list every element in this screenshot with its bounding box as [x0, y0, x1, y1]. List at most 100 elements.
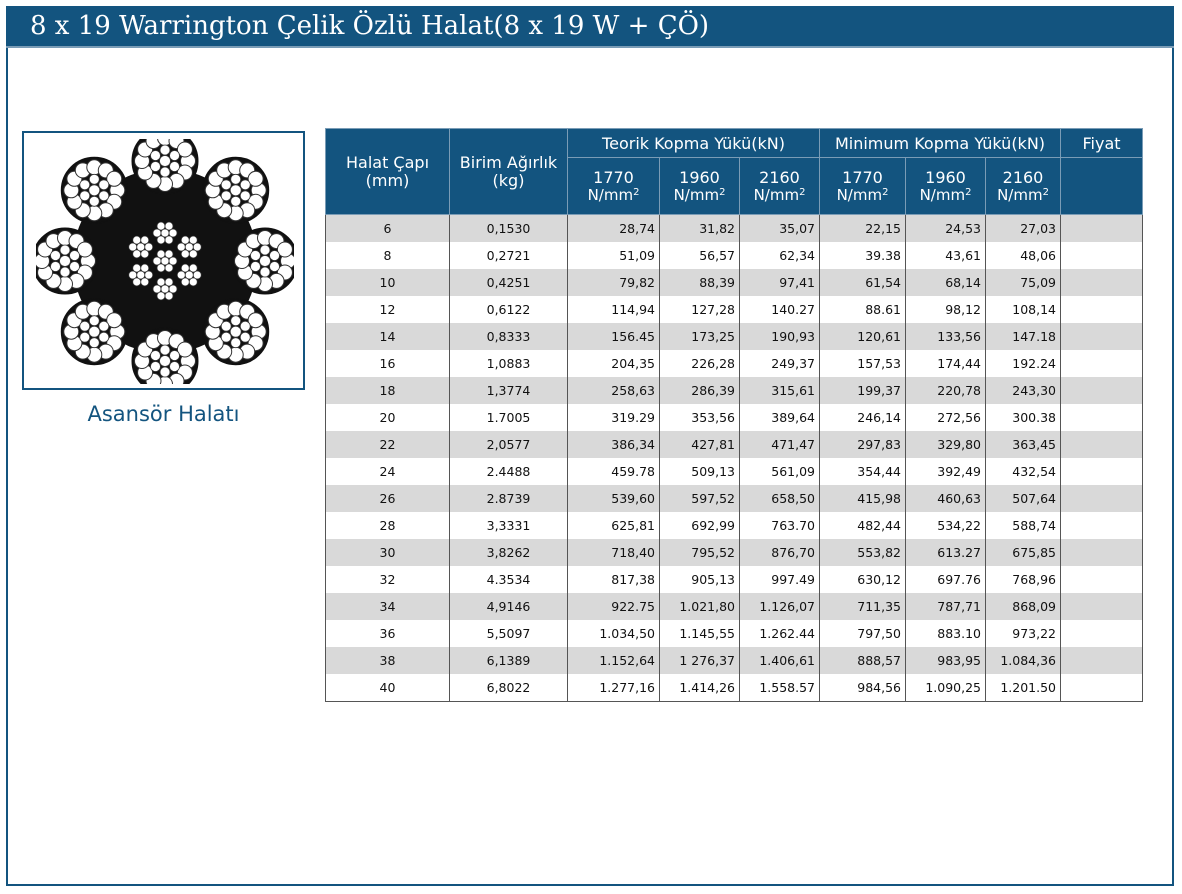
header-price: Fiyat	[1060, 128, 1143, 158]
wire-circle	[269, 250, 280, 261]
table-row: 18 1,3774 258,63 286,39 315,61 199,37 220,78 24…	[325, 377, 1143, 404]
grade-value: 1960	[679, 167, 720, 187]
table-cell: 108,14	[985, 296, 1061, 323]
table-cell	[1060, 539, 1143, 566]
grade-value: 1770	[842, 167, 883, 187]
table-cell: 10	[325, 269, 450, 296]
table-cell: 0,4251	[449, 269, 568, 296]
table-cell: 35,07	[739, 214, 820, 242]
wire-circle	[259, 244, 271, 256]
wire-circle	[259, 266, 271, 278]
table-cell: 114,94	[567, 296, 660, 323]
wire-circle	[276, 241, 293, 258]
table-cell: 905,13	[659, 566, 740, 593]
wire-circle	[50, 261, 61, 272]
table-cell: 1.414,26	[659, 674, 740, 702]
table-cell: 553,82	[819, 539, 906, 566]
grade-unit: N/mm2	[587, 185, 640, 204]
header-diameter: Halat Çapı (mm)	[325, 128, 450, 215]
table-cell: 1.145,55	[659, 620, 740, 647]
table-cell: 534,22	[905, 512, 986, 539]
table-cell: 692,99	[659, 512, 740, 539]
table-cell: 14	[325, 323, 450, 350]
wire-circle	[220, 179, 232, 191]
table-cell: 156.45	[567, 323, 660, 350]
table-cell: 3,8262	[449, 539, 568, 566]
table-cell: 697.76	[905, 566, 986, 593]
header-grade-4: 1960 N/mm2	[905, 157, 986, 215]
wire-circle	[59, 255, 71, 267]
wire-circle	[269, 261, 280, 272]
wire-circle	[88, 184, 101, 197]
table-cell: 61,54	[819, 269, 906, 296]
table-cell: 1.126,07	[739, 593, 820, 620]
table-cell: 459.78	[567, 458, 660, 485]
wire-circle	[159, 155, 171, 167]
table-cell: 6	[325, 214, 450, 242]
table-cell: 127,28	[659, 296, 740, 323]
table-cell: 795,52	[659, 539, 740, 566]
table-cell: 973,22	[985, 620, 1061, 647]
grade-value: 1960	[925, 167, 966, 187]
wire-circle	[150, 350, 161, 361]
wire-circle	[220, 331, 232, 343]
table-cell: 1.201.50	[985, 674, 1061, 702]
header-weight-label: Birim Ağırlık	[459, 152, 558, 172]
wire-circle	[229, 184, 242, 197]
wire-circle	[250, 250, 261, 261]
table-cell: 1.7005	[449, 404, 568, 431]
rope-image-box	[22, 131, 305, 390]
wire-circle	[160, 256, 170, 266]
table-cell: 140.27	[739, 296, 820, 323]
table-cell: 392,49	[905, 458, 986, 485]
wire-circle	[230, 337, 242, 349]
table-cell: 286,39	[659, 377, 740, 404]
table-cell	[1060, 647, 1143, 674]
wire-circle	[132, 249, 142, 259]
grade-unit: N/mm2	[919, 185, 972, 204]
table-cell: 460,63	[905, 485, 986, 512]
grade-unit-exponent: 2	[633, 186, 640, 198]
grade-unit-exponent: 2	[965, 186, 972, 198]
table-cell: 27,03	[985, 214, 1061, 242]
table-cell: 797,50	[819, 620, 906, 647]
wire-circle	[169, 350, 180, 361]
table-cell: 220,78	[905, 377, 986, 404]
table-cell: 226,28	[659, 350, 740, 377]
image-caption: Asansör Halatı	[87, 402, 240, 426]
table-cell	[1060, 323, 1143, 350]
wire-circle	[98, 331, 110, 343]
table-cell: 675,85	[985, 539, 1061, 566]
wire-circle	[230, 173, 242, 185]
table-cell: 174,44	[905, 350, 986, 377]
table-cell: 3,3331	[449, 512, 568, 539]
header-weight: Birim Ağırlık (kg)	[449, 128, 568, 215]
table-cell: 51,09	[567, 242, 660, 269]
header-grade-0: 1770 N/mm2	[567, 157, 660, 215]
table-cell: 2.4488	[449, 458, 568, 485]
table-row: 38 6,1389 1.152,64 1 276,37 1.406,61 888,57 98…	[325, 647, 1143, 674]
wire-circle	[164, 277, 174, 287]
table-cell: 32	[325, 566, 450, 593]
wire-circle	[188, 263, 198, 273]
grade-unit-exponent: 2	[1042, 186, 1049, 198]
wire-circle	[239, 320, 251, 332]
table-cell: 39.38	[819, 242, 906, 269]
spec-table: Halat Çapı (mm) Birim Ağırlık (kg) Teori…	[325, 128, 1143, 702]
table-cell: 48,06	[985, 242, 1061, 269]
grade-unit: N/mm2	[673, 185, 726, 204]
table-row: 40 6,8022 1.277,16 1.414,26 1.558.57 984,56 1.…	[325, 674, 1143, 702]
table-row: 12 0,6122 114,94 127,28 140.27 88.61 98,12 108,…	[325, 296, 1143, 323]
wire-circle	[150, 161, 161, 172]
grade-unit-exponent: 2	[719, 186, 726, 198]
table-cell	[1060, 458, 1143, 485]
table-cell: 354,44	[819, 458, 906, 485]
table-cell: 658,50	[739, 485, 820, 512]
table-cell: 79,82	[567, 269, 660, 296]
wire-circle	[140, 263, 150, 273]
table-cell: 1,0883	[449, 350, 568, 377]
table-cell	[1060, 512, 1143, 539]
table-row: 32 4.3534 817,38 905,13 997.49 630,12 697.76 76…	[325, 566, 1143, 593]
table-cell: 868,09	[985, 593, 1061, 620]
table-cell: 300.38	[985, 404, 1061, 431]
